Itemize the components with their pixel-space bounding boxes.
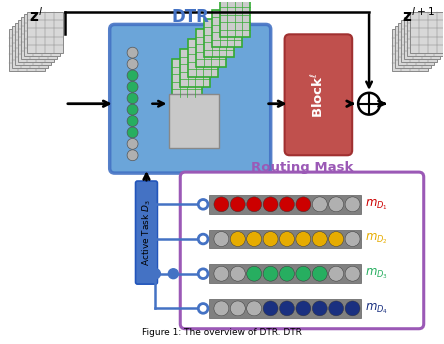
Circle shape: [214, 232, 229, 246]
Bar: [209, 264, 361, 283]
Text: Block$^\ell$: Block$^\ell$: [310, 72, 326, 118]
Text: Routing Mask: Routing Mask: [251, 161, 353, 174]
Circle shape: [263, 197, 278, 212]
FancyBboxPatch shape: [135, 181, 158, 284]
Circle shape: [312, 301, 327, 316]
Circle shape: [247, 232, 262, 246]
Bar: [407, 14, 443, 56]
Bar: [398, 23, 434, 65]
Circle shape: [345, 197, 360, 212]
Circle shape: [230, 301, 245, 316]
Bar: [188, 39, 218, 77]
Circle shape: [127, 58, 138, 69]
Circle shape: [127, 116, 138, 127]
Circle shape: [263, 301, 278, 316]
Circle shape: [198, 234, 208, 244]
Text: $m_{D_1}$: $m_{D_1}$: [365, 197, 388, 212]
Bar: [209, 195, 361, 214]
Bar: [15, 23, 51, 65]
Bar: [209, 299, 361, 318]
Circle shape: [263, 232, 278, 246]
Circle shape: [280, 197, 294, 212]
Text: $\mathbf{z}^l$: $\mathbf{z}^l$: [29, 7, 43, 25]
Bar: [24, 14, 60, 56]
Bar: [27, 11, 63, 53]
Circle shape: [329, 197, 344, 212]
Circle shape: [214, 266, 229, 281]
Circle shape: [345, 301, 360, 316]
Circle shape: [127, 82, 138, 92]
Circle shape: [280, 301, 294, 316]
Text: Active Task $D_3$: Active Task $D_3$: [140, 199, 153, 266]
Bar: [21, 18, 57, 59]
Circle shape: [296, 266, 311, 281]
Circle shape: [312, 197, 327, 212]
Circle shape: [127, 104, 138, 115]
Text: DTR: DTR: [171, 8, 209, 26]
Bar: [12, 26, 48, 68]
Text: Figure 1: The overview of DTR. DTR: Figure 1: The overview of DTR. DTR: [142, 328, 302, 337]
Circle shape: [358, 93, 380, 115]
Circle shape: [329, 232, 344, 246]
Circle shape: [198, 200, 208, 209]
Circle shape: [247, 266, 262, 281]
Circle shape: [230, 232, 245, 246]
Circle shape: [296, 301, 311, 316]
FancyBboxPatch shape: [285, 34, 352, 155]
Circle shape: [345, 232, 360, 246]
Bar: [196, 29, 226, 67]
Circle shape: [127, 138, 138, 149]
Bar: [180, 49, 210, 87]
Circle shape: [198, 303, 208, 313]
Bar: [404, 18, 440, 59]
Circle shape: [127, 47, 138, 58]
Circle shape: [127, 93, 138, 104]
Circle shape: [247, 197, 262, 212]
Bar: [209, 229, 361, 248]
Circle shape: [214, 197, 229, 212]
Circle shape: [151, 269, 160, 279]
Circle shape: [296, 197, 311, 212]
Circle shape: [168, 269, 178, 279]
Circle shape: [280, 266, 294, 281]
Text: $\mathbf{z}^{l+1}$: $\mathbf{z}^{l+1}$: [402, 7, 435, 25]
Bar: [212, 10, 242, 47]
Bar: [18, 20, 54, 62]
Circle shape: [214, 301, 229, 316]
Bar: [172, 59, 202, 97]
Bar: [220, 0, 250, 37]
Circle shape: [280, 232, 294, 246]
Circle shape: [312, 232, 327, 246]
Bar: [395, 26, 431, 68]
Circle shape: [230, 266, 245, 281]
Bar: [9, 29, 45, 71]
Circle shape: [296, 232, 311, 246]
Text: $m_{D_2}$: $m_{D_2}$: [365, 232, 388, 246]
Bar: [401, 20, 436, 62]
FancyBboxPatch shape: [110, 24, 271, 173]
Circle shape: [230, 197, 245, 212]
Bar: [204, 20, 234, 57]
Bar: [410, 11, 444, 53]
Circle shape: [329, 266, 344, 281]
Circle shape: [127, 127, 138, 138]
Circle shape: [329, 301, 344, 316]
Circle shape: [127, 70, 138, 81]
Circle shape: [247, 301, 262, 316]
Bar: [392, 29, 428, 71]
Text: $m_{D_4}$: $m_{D_4}$: [365, 301, 388, 316]
Circle shape: [127, 150, 138, 161]
Circle shape: [312, 266, 327, 281]
Circle shape: [263, 266, 278, 281]
FancyBboxPatch shape: [180, 172, 424, 329]
Circle shape: [345, 266, 360, 281]
Circle shape: [198, 269, 208, 279]
Text: $m_{D_3}$: $m_{D_3}$: [365, 267, 388, 281]
Bar: [169, 94, 219, 148]
